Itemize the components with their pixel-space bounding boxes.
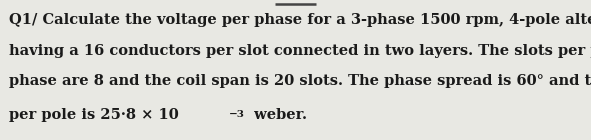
- Text: Q1/ Calculate the voltage per phase for a 3-phase 1500 rpm, 4-pole alternator: Q1/ Calculate the voltage per phase for …: [9, 13, 591, 27]
- Text: per pole is 25·8 × 10: per pole is 25·8 × 10: [9, 108, 179, 122]
- Text: −3: −3: [229, 110, 244, 119]
- Text: having a 16 conductors per slot connected in two layers. The slots per pole per: having a 16 conductors per slot connecte…: [9, 44, 591, 58]
- Text: phase are 8 and the coil span is 20 slots. The phase spread is 60° and the flux: phase are 8 and the coil span is 20 slot…: [9, 74, 591, 88]
- Text: weber.: weber.: [249, 108, 307, 122]
